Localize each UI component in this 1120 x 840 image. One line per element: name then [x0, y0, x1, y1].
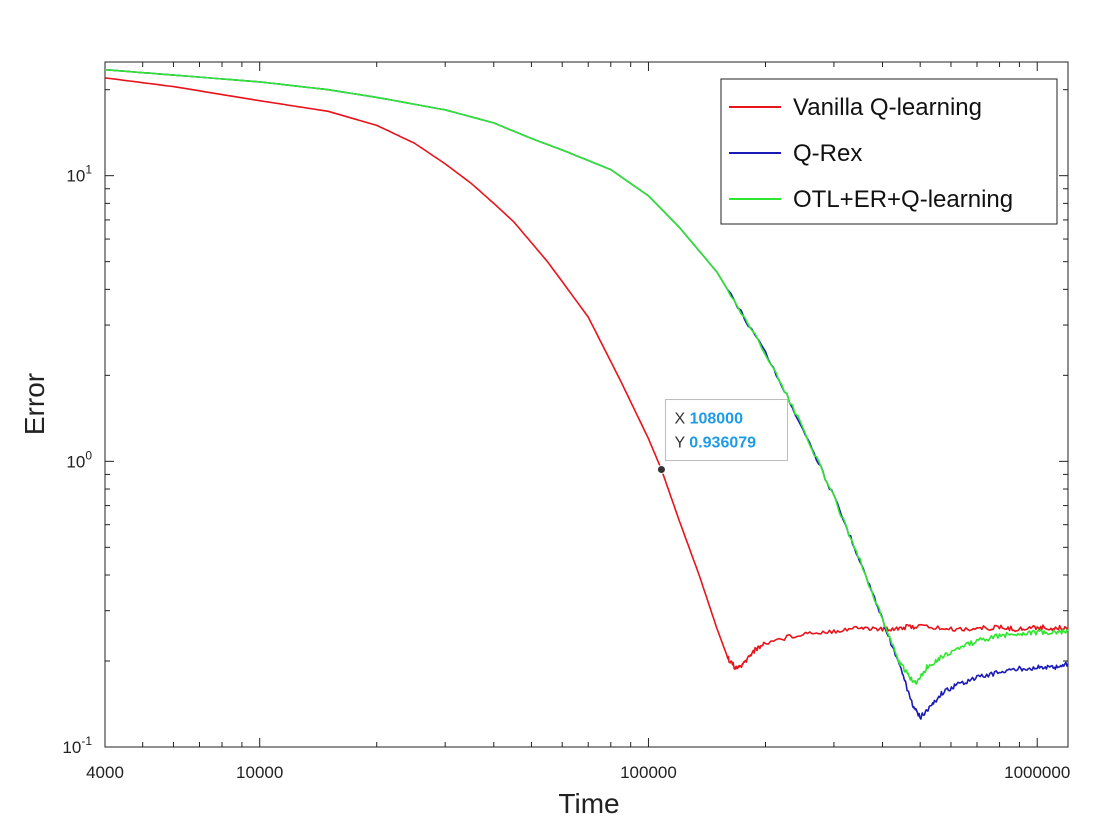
x-tick-label: 10000 [236, 763, 283, 782]
legend: Vanilla Q-learning Q-Rex OTL+ER+Q-learni… [720, 78, 1058, 225]
datatip-marker[interactable] [656, 465, 666, 475]
datatip-y-label: Y [674, 435, 685, 452]
datatip-y: Y 0.936079 [674, 435, 756, 452]
datatip-x: X 108000 [674, 411, 743, 428]
legend-label-vanilla: Vanilla Q-learning [793, 94, 982, 121]
axis-tick-labels: 4000 10000 100000 1000000 10-1 100 101 [62, 163, 1070, 782]
x-tick-label: 1000000 [1004, 763, 1070, 782]
y-tick-label: 10-1 [62, 734, 92, 757]
series-line-0 [104, 77, 1069, 671]
datatip-y-value: 0.936079 [689, 435, 756, 452]
series-line-2 [104, 68, 1069, 685]
y-axis-title: Error [19, 373, 50, 435]
datatip-x-label: X [674, 411, 685, 428]
series-lines [104, 68, 1069, 720]
datatip-box [664, 399, 788, 462]
y-tick-label: 100 [66, 448, 92, 471]
datatip-x-value: 108000 [690, 411, 743, 428]
legend-label-otl: OTL+ER+Q-learning [793, 186, 1013, 213]
axis-ticks [104, 62, 1068, 748]
datatip[interactable]: X 108000 Y 0.936079 [656, 399, 788, 475]
x-tick-label: 4000 [86, 763, 124, 782]
x-axis-title: Time [558, 788, 619, 819]
x-tick-label: 100000 [620, 763, 677, 782]
legend-label-qrex: Q-Rex [793, 140, 862, 167]
y-tick-label: 101 [66, 163, 92, 186]
